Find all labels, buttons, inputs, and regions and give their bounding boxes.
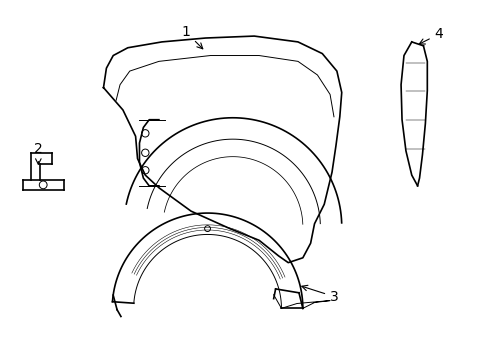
Text: 4: 4 <box>418 27 443 44</box>
Text: 2: 2 <box>34 142 42 164</box>
Text: 3: 3 <box>301 285 338 304</box>
Text: 1: 1 <box>182 25 203 49</box>
